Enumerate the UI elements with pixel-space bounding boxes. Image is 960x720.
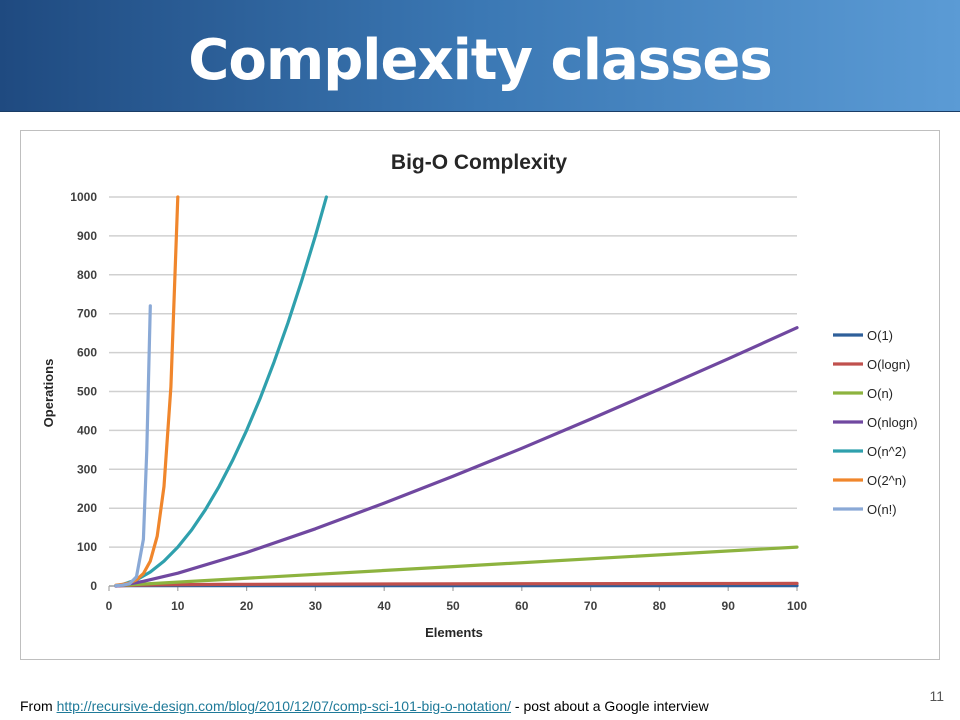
legend-label: O(n^2)	[867, 444, 906, 459]
legend-label: O(nlogn)	[867, 415, 918, 430]
y-tick-label: 100	[77, 540, 97, 554]
series-line	[114, 326, 799, 588]
chart-frame: Big-O Complexity 0 100 200 300 400 500 600 700 8…	[20, 130, 940, 660]
x-tick-label: 50	[446, 599, 460, 613]
y-tick-label: 500	[77, 385, 97, 399]
series-line	[114, 195, 328, 588]
tick-layer: 0 100 200 300 400 500 600 700 800 900 1000 0 10 20 30 4…	[70, 190, 807, 613]
footer: From http://recursive-design.com/blog/20…	[20, 698, 709, 714]
source-link[interactable]: http://recursive-design.com/blog/2010/12…	[56, 698, 512, 714]
legend-label: O(1)	[867, 328, 893, 343]
y-tick-label: 800	[77, 268, 97, 282]
y-tick-label: 600	[77, 346, 97, 360]
y-tick-label: 0	[90, 579, 97, 593]
x-tick-label: 0	[106, 599, 113, 613]
footer-suffix: - post about a Google interview	[511, 698, 709, 714]
series-layer	[114, 195, 799, 588]
x-tick-label: 30	[309, 599, 323, 613]
chart-title: Big-O Complexity	[391, 151, 568, 174]
x-tick-label: 100	[787, 599, 807, 613]
slide-title: Complexity classes	[188, 28, 772, 93]
legend-label: O(n!)	[867, 502, 897, 517]
y-tick-label: 300	[77, 462, 97, 476]
y-tick-label: 900	[77, 229, 97, 243]
legend-label: O(2^n)	[867, 473, 906, 488]
x-tick-label: 60	[515, 599, 529, 613]
x-tick-label: 70	[584, 599, 598, 613]
footer-prefix: From	[20, 698, 57, 714]
y-tick-label: 400	[77, 423, 97, 437]
x-tick-label: 10	[171, 599, 185, 613]
grid-layer	[109, 196, 797, 587]
y-tick-label: 200	[77, 501, 97, 515]
legend: O(1) O(logn) O(n) O(nlogn) O(n^2) O(2^n) O(n!)	[833, 328, 918, 517]
title-bar: Complexity classes	[0, 0, 960, 112]
y-tick-label: 1000	[70, 190, 97, 204]
x-tick-label: 20	[240, 599, 254, 613]
series-line	[114, 304, 152, 588]
big-o-chart: Big-O Complexity 01002003004005006007008…	[41, 151, 918, 640]
page-number: 11	[929, 688, 944, 704]
x-tick-label: 40	[378, 599, 392, 613]
series-line	[114, 545, 799, 588]
x-axis-label: Elements	[425, 625, 483, 640]
x-tick-label: 80	[653, 599, 667, 613]
legend-label: O(logn)	[867, 357, 910, 372]
legend-label: O(n)	[867, 386, 893, 401]
y-tick-label: 700	[77, 307, 97, 321]
y-axis-label: Operations	[41, 359, 56, 428]
x-tick-label: 90	[722, 599, 736, 613]
